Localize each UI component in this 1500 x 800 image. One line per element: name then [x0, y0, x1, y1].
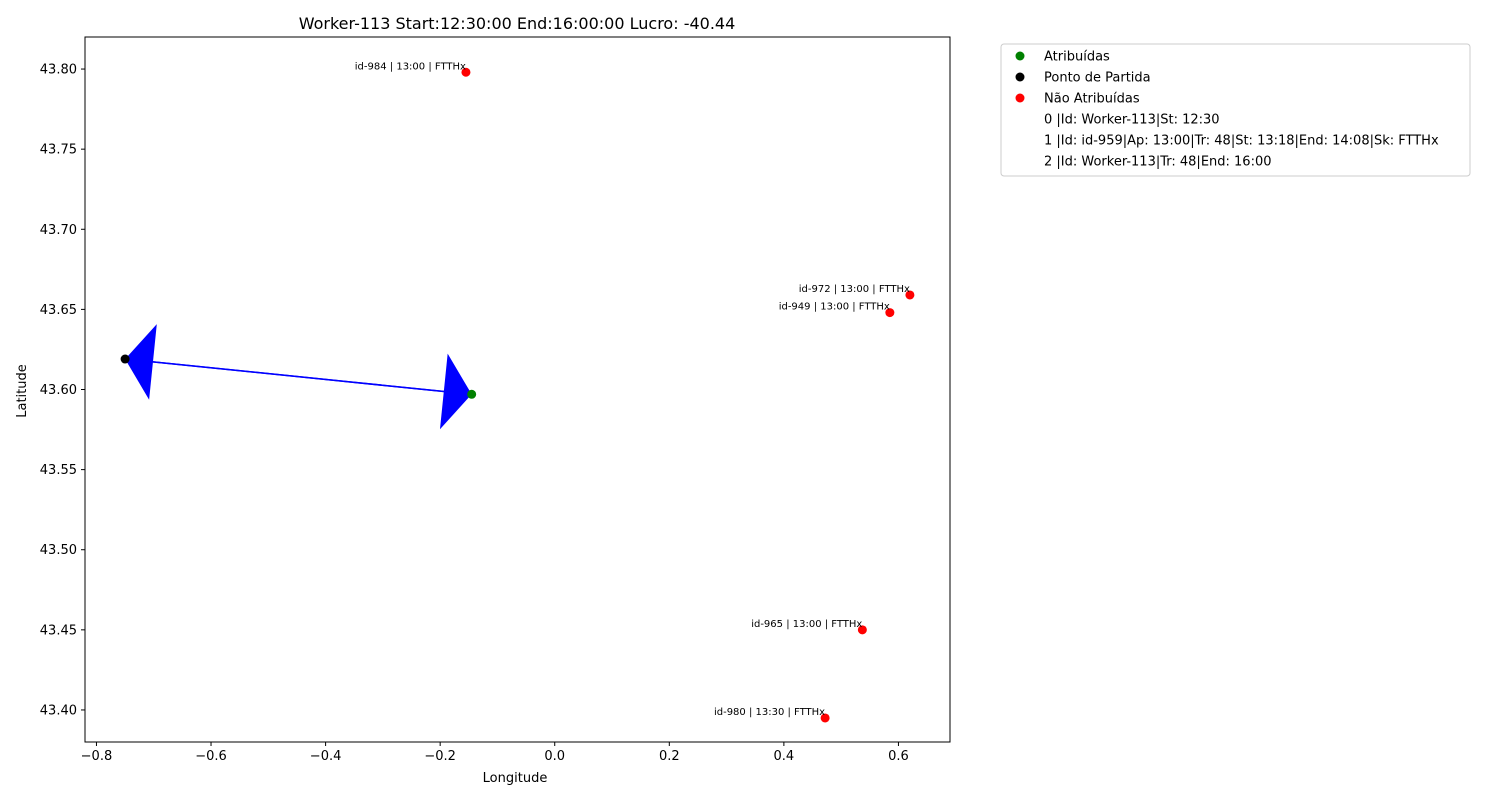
- point-label: id-984 | 13:00 | FTTHx: [355, 61, 466, 72]
- legend-entry-label: Atribuídas: [1044, 50, 1110, 65]
- x-tick-label: −0.2: [424, 749, 456, 764]
- y-tick-label: 43.75: [40, 143, 77, 158]
- x-tick-label: 0.6: [888, 749, 909, 764]
- x-tick-label: −0.4: [310, 749, 342, 764]
- data-point: [461, 67, 471, 77]
- point-label: id-980 | 13:30 | FTTHx: [714, 707, 825, 718]
- data-points: id-984 | 13:00 | FTTHx id-972 | 13:00 | F…: [120, 61, 915, 723]
- legend-marker: [1015, 51, 1025, 61]
- x-axis: −0.8 −0.6 −0.4 −0.2 0.0 0.2 0.4 0.6: [81, 742, 909, 764]
- y-tick-label: 43.80: [40, 63, 77, 78]
- legend-note: 2 |Id: Worker-113|Tr: 48|End: 16:00: [1044, 155, 1272, 170]
- plot-frame: [84, 36, 951, 743]
- point-label: id-972 | 13:00 | FTTHx: [799, 284, 910, 295]
- y-tick-label: 43.65: [40, 303, 77, 318]
- y-tick-label: 43.70: [40, 223, 77, 238]
- route-arrows: [125, 324, 472, 430]
- x-tick-label: 0.4: [774, 749, 795, 764]
- point-label: id-949 | 13:00 | FTTHx: [779, 302, 890, 313]
- x-tick-label: 0.2: [659, 749, 680, 764]
- y-tick-label: 43.50: [40, 543, 77, 558]
- y-tick-label: 43.55: [40, 463, 77, 478]
- y-tick-label: 43.40: [40, 703, 77, 718]
- data-point: [857, 625, 867, 635]
- legend-note: 0 |Id: Worker-113|St: 12:30: [1044, 113, 1220, 128]
- y-axis: 43.40 43.45 43.50 43.55 43.60 43.65 43.70 43.75…: [40, 63, 85, 718]
- legend-note: 1 |Id: id-959|Ap: 13:00|Tr: 48|St: 13:18…: [1044, 134, 1439, 149]
- x-tick-label: 0.0: [544, 749, 565, 764]
- y-axis-title: Latitude: [15, 364, 30, 418]
- legend-entry-label: Não Atribuídas: [1044, 92, 1140, 107]
- route-arrowhead: [125, 324, 157, 400]
- legend-marker: [1015, 93, 1025, 103]
- data-point: [120, 354, 130, 364]
- data-point: [885, 308, 895, 318]
- point-label: id-965 | 13:00 | FTTHx: [751, 619, 862, 630]
- y-tick-label: 43.60: [40, 383, 77, 398]
- data-point: [467, 389, 477, 399]
- legend: Atribuídas Ponto de Partida Não Atribuídas…: [1000, 43, 1471, 177]
- data-point: [820, 713, 830, 723]
- x-tick-label: −0.8: [81, 749, 113, 764]
- route-line: [152, 361, 472, 396]
- x-axis-title: Longitude: [483, 771, 548, 786]
- chart-title: Worker-113 Start:12:30:00 End:16:00:00 L…: [299, 14, 736, 33]
- legend-marker: [1015, 72, 1025, 82]
- legend-box: [1000, 43, 1471, 177]
- y-tick-label: 43.45: [40, 623, 77, 638]
- route-arrowhead: [439, 353, 472, 430]
- legend-entry-label: Ponto de Partida: [1044, 71, 1151, 86]
- data-point: [905, 290, 915, 300]
- x-tick-label: −0.6: [195, 749, 227, 764]
